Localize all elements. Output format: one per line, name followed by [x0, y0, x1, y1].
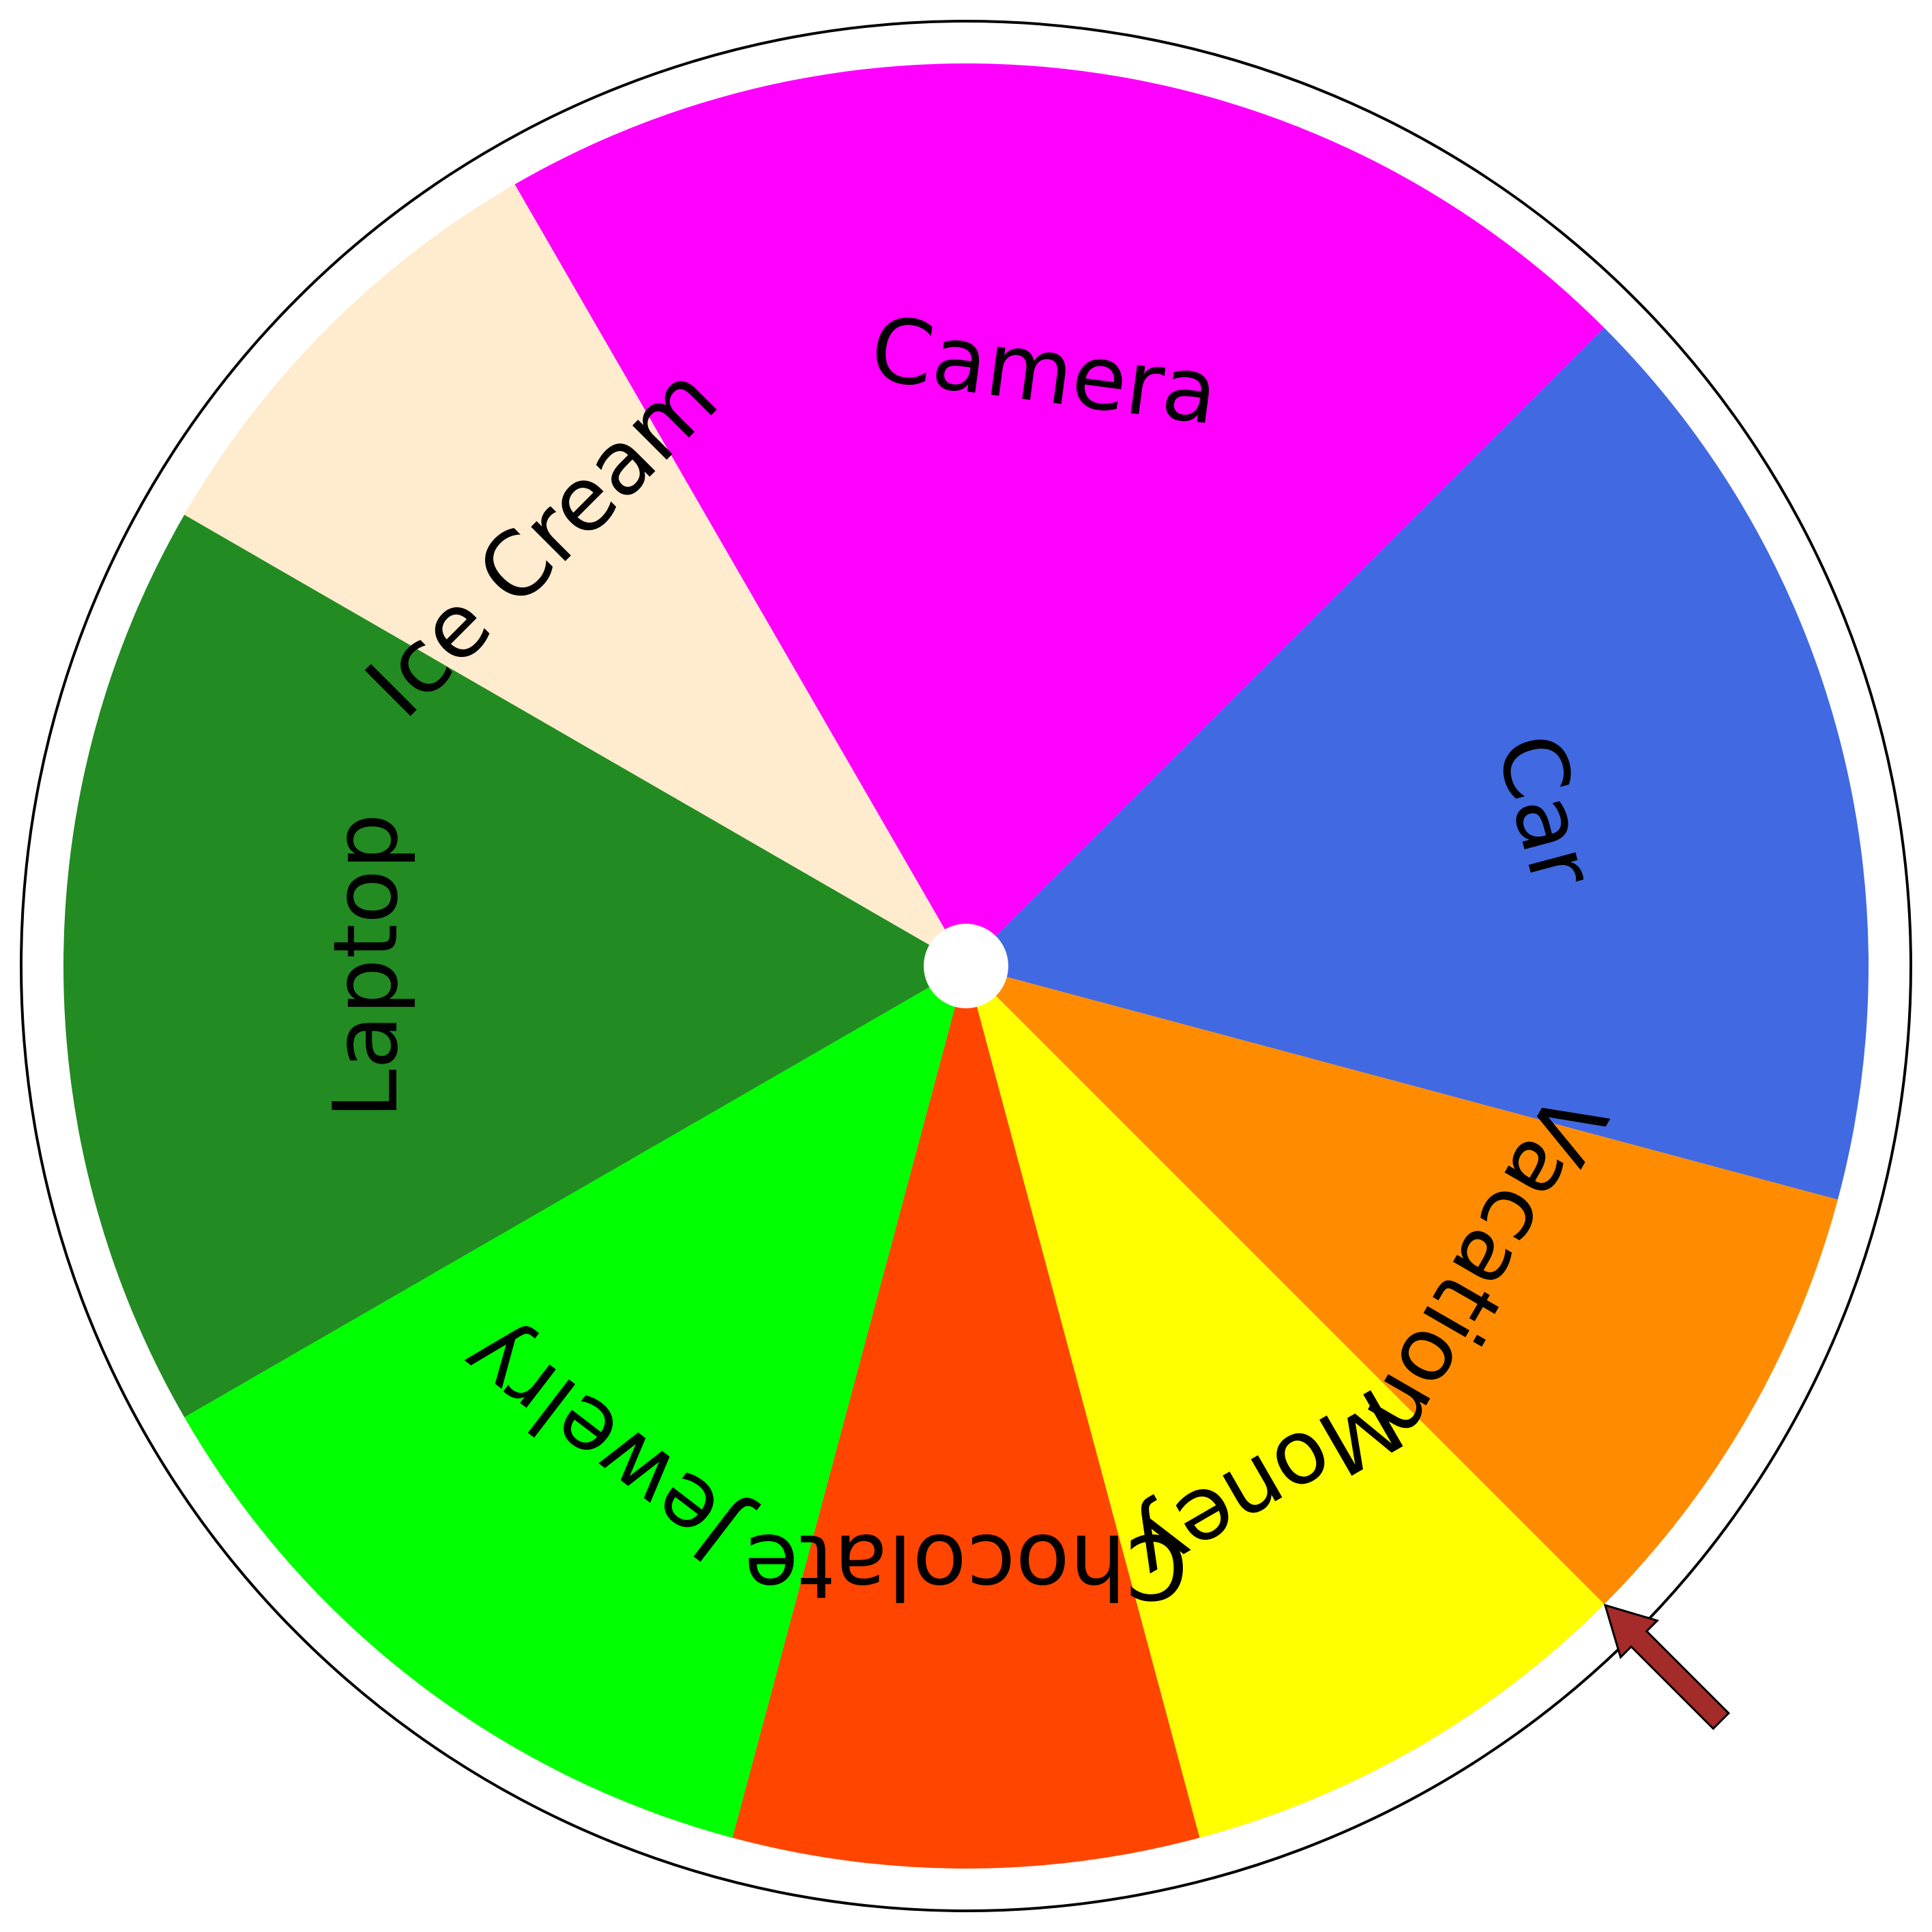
pointer-arrow-icon [1603, 1603, 1731, 1731]
wheel-segment-laptop [63, 514, 966, 1418]
wheel-segments [63, 63, 1869, 1869]
wheel-segment-car [966, 327, 1869, 1200]
wheel-label-laptop: Laptop [314, 813, 418, 1119]
wheel-hub[interactable] [924, 924, 1008, 1008]
wheel-label-chocolate: Chocolate [744, 1514, 1188, 1618]
wheel-segment-vacation [966, 966, 1838, 1605]
wheel-segment-chocolate [732, 966, 1200, 1869]
wheel-segment-ice-cream [184, 184, 966, 966]
wheel-segment-camera [514, 63, 1605, 967]
wheel-segment-jewelry [184, 966, 966, 1838]
wheel-segment-money [966, 966, 1605, 1838]
